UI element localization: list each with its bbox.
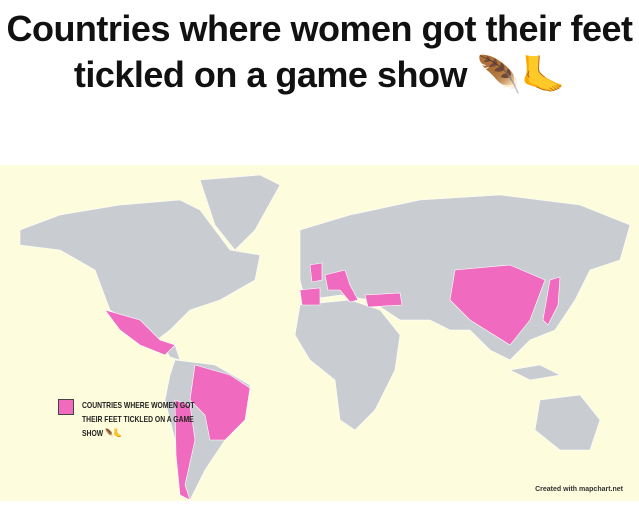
legend-label: COUNTRIES WHERE WOMEN GOT THEIR FEET TIC… [82, 398, 202, 440]
credit-text: Created with mapchart.net [535, 486, 623, 493]
page-title: Countries where women got their feet tic… [0, 6, 639, 98]
country-uk [310, 263, 322, 282]
legend-swatch [58, 399, 74, 415]
country-turkey [365, 293, 402, 307]
map-svg [0, 165, 639, 501]
map-legend: COUNTRIES WHERE WOMEN GOT THEIR FEET TIC… [58, 398, 232, 440]
africa [295, 300, 400, 430]
country-spain [300, 288, 320, 305]
world-map [0, 165, 639, 501]
australia [535, 395, 600, 450]
indonesia [510, 365, 560, 380]
